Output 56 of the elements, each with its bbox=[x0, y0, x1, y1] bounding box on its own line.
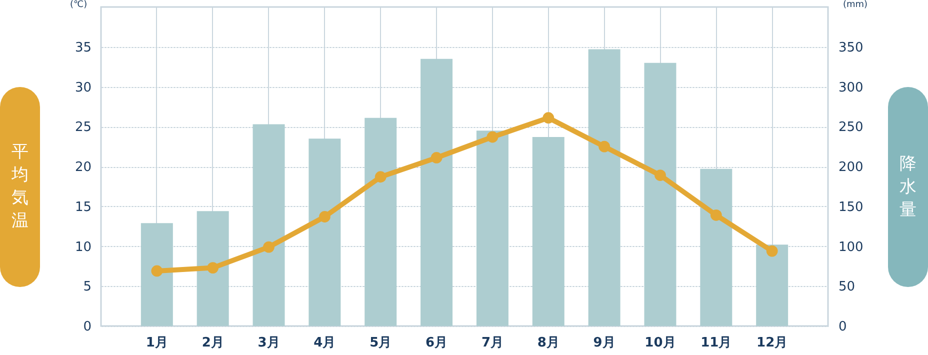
bar bbox=[532, 136, 564, 326]
bar bbox=[196, 211, 229, 326]
x-tick-label: 8月 bbox=[537, 336, 560, 350]
bar bbox=[476, 130, 508, 326]
x-tick-label: 7月 bbox=[481, 336, 504, 350]
x-tick-label: 3月 bbox=[258, 336, 280, 350]
x-tick-label: 9月 bbox=[593, 336, 616, 350]
bar bbox=[756, 244, 788, 326]
point bbox=[486, 131, 498, 143]
point bbox=[151, 265, 163, 277]
point bbox=[430, 152, 442, 164]
y-tick-label: 5 bbox=[83, 280, 92, 295]
x-tick-label: 12月 bbox=[756, 336, 788, 350]
x-tick-label: 2月 bbox=[202, 336, 224, 350]
point bbox=[318, 211, 330, 222]
y-tick-label: 35 bbox=[74, 40, 92, 56]
point bbox=[207, 262, 219, 274]
bar bbox=[252, 124, 285, 326]
point bbox=[710, 209, 722, 221]
point bbox=[598, 140, 610, 152]
y2-axis-title: 降水量 bbox=[899, 152, 917, 222]
point bbox=[263, 241, 274, 253]
point bbox=[542, 112, 554, 124]
y2-tick-label: 50 bbox=[838, 280, 856, 295]
y-axis-title: 平均気温 bbox=[11, 141, 29, 233]
point bbox=[374, 171, 386, 183]
y-tick-label: 10 bbox=[74, 240, 92, 255]
y-tick-label: 25 bbox=[74, 120, 92, 136]
y2-tick-label: 300 bbox=[838, 80, 864, 96]
point bbox=[766, 245, 778, 257]
y2-tick-label: 0 bbox=[838, 320, 847, 334]
bar bbox=[308, 138, 341, 326]
x-tick-label: 6月 bbox=[426, 336, 448, 350]
bar bbox=[700, 168, 732, 326]
point bbox=[654, 170, 666, 181]
bar bbox=[140, 223, 173, 326]
y2-tick-label: 200 bbox=[838, 160, 864, 175]
bar bbox=[644, 62, 676, 326]
x-tick-label: 11月 bbox=[700, 336, 732, 350]
y2-tick-label: 100 bbox=[838, 240, 864, 255]
text: (℃) bbox=[70, 0, 88, 10]
y-tick-label: 0 bbox=[83, 320, 92, 334]
y2-tick-label: 150 bbox=[838, 200, 864, 215]
y-tick-label: 15 bbox=[74, 200, 92, 215]
y-tick-label: 20 bbox=[74, 160, 92, 175]
bar bbox=[420, 58, 453, 326]
x-tick-label: 10月 bbox=[644, 336, 676, 350]
bar bbox=[588, 49, 620, 326]
y-tick-label: 30 bbox=[74, 80, 92, 96]
bar bbox=[364, 118, 397, 326]
x-tick-label: 5月 bbox=[370, 336, 392, 350]
y2-tick-label: 250 bbox=[838, 120, 864, 136]
text: (mm) bbox=[843, 0, 868, 10]
x-tick-label: 4月 bbox=[314, 336, 336, 350]
x-tick-label: 1月 bbox=[146, 336, 168, 350]
y2-tick-label: 350 bbox=[838, 40, 864, 56]
